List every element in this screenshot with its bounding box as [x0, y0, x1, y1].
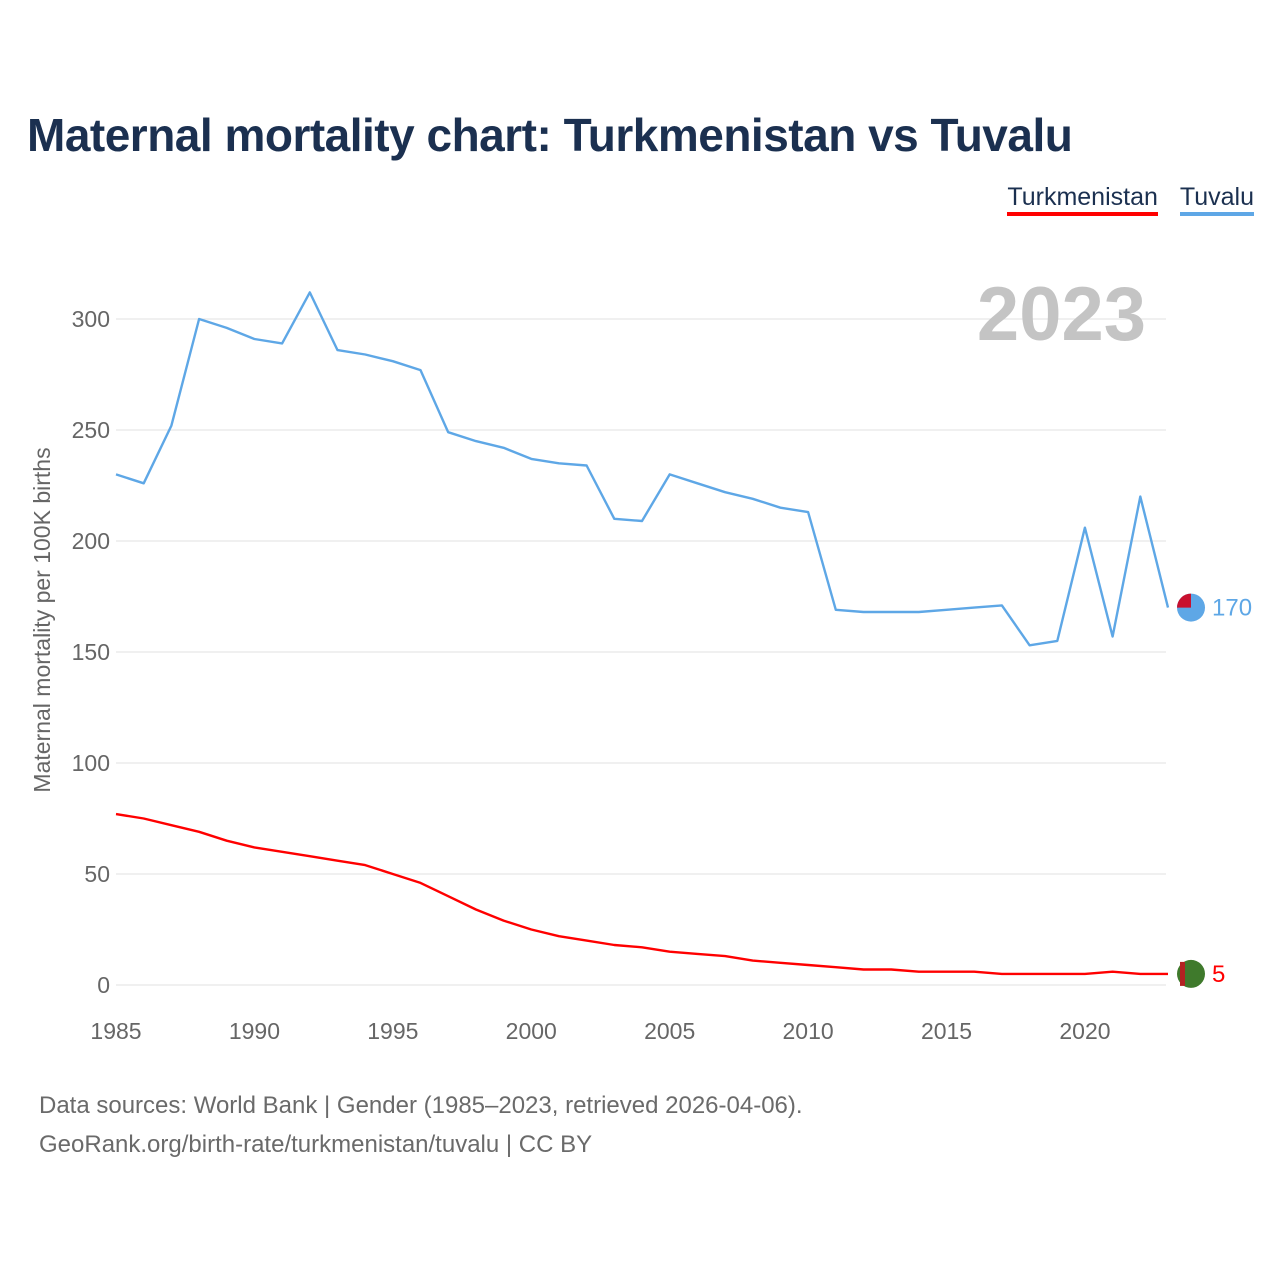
y-tick-label: 200	[72, 528, 110, 554]
legend-item-turkmenistan[interactable]: Turkmenistan	[1007, 183, 1158, 216]
chart-title: Maternal mortality chart: Turkmenistan v…	[27, 109, 1073, 161]
x-tick-label: 2005	[644, 1018, 695, 1044]
end-label-tuvalu: 170	[1212, 595, 1252, 622]
x-tick-label: 2015	[921, 1018, 972, 1044]
x-tick-label: 2020	[1059, 1018, 1110, 1044]
y-tick-label: 300	[72, 306, 110, 332]
legend: Turkmenistan Tuvalu	[1007, 183, 1254, 216]
series-layer	[115, 291, 1170, 976]
series-line-turkmenistan	[115, 812, 1168, 976]
y-tick-label: 100	[72, 750, 110, 776]
y-tick-label: 0	[97, 972, 110, 998]
x-tick-label: 2010	[783, 1018, 834, 1044]
y-axis-label: Maternal mortality per 100K births	[29, 447, 55, 792]
y-tick-label: 250	[72, 417, 110, 443]
footer-credit: GeoRank.org/birth-rate/turkmenistan/tuva…	[39, 1131, 593, 1158]
year-watermark: 2023	[977, 272, 1146, 357]
chart-canvas: 0 50 100 150 200 250 300 1985 1990 1995 2000 2005 20…	[29, 272, 1252, 1044]
footer-sources: Data sources: World Bank | Gender (1985–…	[39, 1092, 803, 1119]
end-label-turkmenistan: 5	[1212, 961, 1225, 988]
y-tick-label: 150	[72, 639, 110, 665]
y-tick-label: 50	[84, 861, 110, 887]
grid-layer: 0 50 100 150 200 250 300 1985 1990 1995 2000 2005 20…	[72, 306, 1166, 1044]
legend-item-tuvalu[interactable]: Tuvalu	[1179, 183, 1254, 216]
series-line-tuvalu	[115, 291, 1170, 647]
x-tick-label: 1985	[90, 1018, 141, 1044]
flag-canton	[1177, 593, 1191, 608]
flag-stripe	[1180, 961, 1185, 986]
x-tick-label: 1995	[367, 1018, 418, 1044]
x-tick-label: 1990	[229, 1018, 280, 1044]
x-tick-label: 2000	[506, 1018, 557, 1044]
footer: Data sources: World Bank | Gender (1985–…	[39, 1086, 803, 1164]
